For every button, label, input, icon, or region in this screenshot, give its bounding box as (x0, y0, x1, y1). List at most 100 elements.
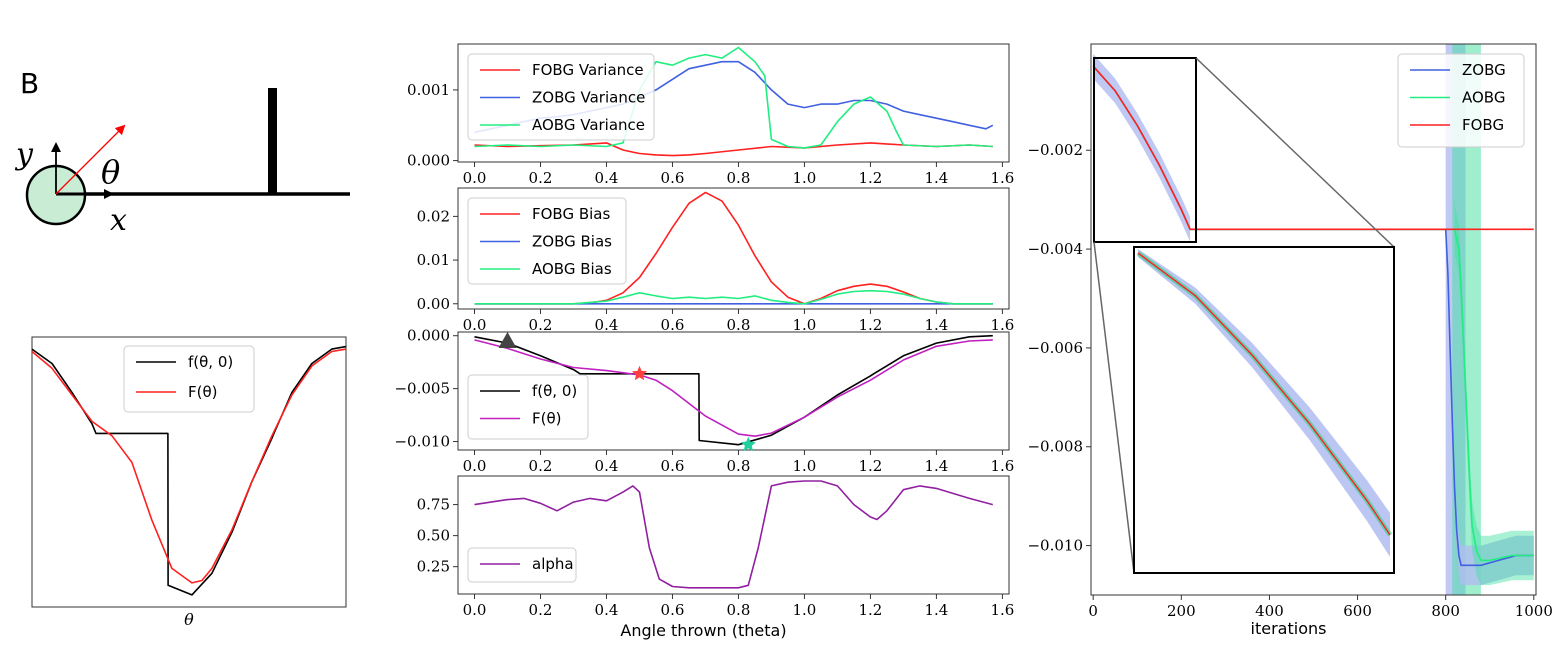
data-point (211, 572, 213, 574)
data-point (820, 144, 822, 146)
x-tick-label: 0.8 (727, 169, 751, 187)
data-point (721, 57, 723, 59)
data-point (473, 336, 475, 338)
data-point (757, 547, 759, 549)
data-point (754, 255, 756, 257)
data-point (151, 519, 153, 521)
data-point (1480, 559, 1482, 561)
data-point (572, 303, 574, 305)
data-point (902, 489, 904, 491)
data-point (992, 339, 994, 341)
legend-label: ZOBG Variance (532, 89, 645, 107)
data-point (251, 480, 253, 482)
y-tick-label: 0.25 (417, 558, 450, 576)
data-point (787, 145, 789, 147)
data-point (919, 485, 921, 487)
x-tick-label: 0.8 (727, 457, 751, 475)
data-point (770, 485, 772, 487)
y-tick-label: −0.002 (1027, 141, 1083, 159)
data-point (655, 252, 657, 254)
y-tick-label: −0.010 (394, 433, 450, 451)
series-line-aobg-variance (474, 46, 993, 149)
x-tick-label: 0.2 (529, 169, 553, 187)
data-point (770, 299, 772, 301)
data-point (836, 144, 838, 146)
series-line-f (474, 339, 993, 437)
data-point (886, 103, 888, 105)
data-point (968, 144, 970, 146)
data-point (836, 396, 838, 398)
data-point (787, 301, 789, 303)
data-point (622, 296, 624, 298)
data-point (655, 379, 657, 381)
data-point (171, 567, 173, 569)
x-tick-label: 1.4 (924, 169, 948, 187)
x-tick-label: 0.0 (463, 316, 487, 334)
x-tick-label: 0.0 (463, 601, 487, 619)
data-point (191, 594, 193, 596)
data-point (770, 89, 772, 91)
data-point (506, 144, 508, 146)
x-tick-label: 0.6 (661, 601, 685, 619)
data-point (770, 434, 772, 436)
data-point (853, 99, 855, 101)
legend-label: f(θ, 0) (532, 382, 577, 400)
schematic: B y x θ (14, 67, 350, 238)
data-point (764, 75, 766, 77)
data-point (737, 444, 739, 446)
x-tick-label: 0.0 (463, 169, 487, 187)
data-point (331, 350, 333, 352)
data-point (886, 110, 888, 112)
x-tick-label: 0.4 (595, 169, 619, 187)
data-point (671, 154, 673, 156)
data-point (473, 303, 475, 305)
data-point (902, 110, 904, 112)
data-point (638, 292, 640, 294)
x-tick-label: 0.8 (727, 316, 751, 334)
data-point (688, 154, 690, 156)
data-point (345, 348, 347, 350)
data-point (589, 497, 591, 499)
x-tick-label: 0.4 (595, 601, 619, 619)
legend-label: f(θ, 0) (188, 353, 233, 371)
data-point (1489, 559, 1491, 561)
data-point (506, 498, 508, 500)
data-point (605, 369, 607, 371)
data-point (968, 124, 970, 126)
x-tick-label: 0.6 (661, 316, 685, 334)
data-point (638, 152, 640, 154)
legend-label: AOBG Variance (532, 116, 645, 134)
x-tick-label: 0.4 (595, 316, 619, 334)
data-point (869, 379, 871, 381)
legend-label: FOBG (1462, 116, 1504, 134)
data-point (605, 303, 607, 305)
data-point (1462, 564, 1464, 566)
x-tick-label: 1.2 (858, 601, 882, 619)
data-point (201, 579, 203, 581)
x-tick-label: 1.0 (793, 601, 817, 619)
data-point (688, 202, 690, 204)
data-point (869, 96, 871, 98)
data-point (787, 296, 789, 298)
data-point (539, 355, 541, 357)
x-axis-title: iterations (1251, 619, 1327, 638)
data-point (704, 297, 706, 299)
legend-label: alpha (532, 555, 574, 573)
data-point (1480, 564, 1482, 566)
legend-label: FOBG Bias (532, 205, 611, 223)
data-point (873, 373, 875, 375)
data-point (1533, 554, 1535, 556)
data-point (1445, 228, 1447, 230)
legend-label: AOBG (1462, 89, 1505, 107)
data-point (737, 224, 739, 226)
data-point (886, 285, 888, 287)
data-point (556, 510, 558, 512)
data-point (869, 516, 871, 518)
data-point (95, 432, 97, 434)
data-point (655, 295, 657, 297)
data-point (803, 106, 805, 108)
data-point (737, 303, 739, 305)
data-point (803, 480, 805, 482)
data-point (1458, 554, 1460, 556)
